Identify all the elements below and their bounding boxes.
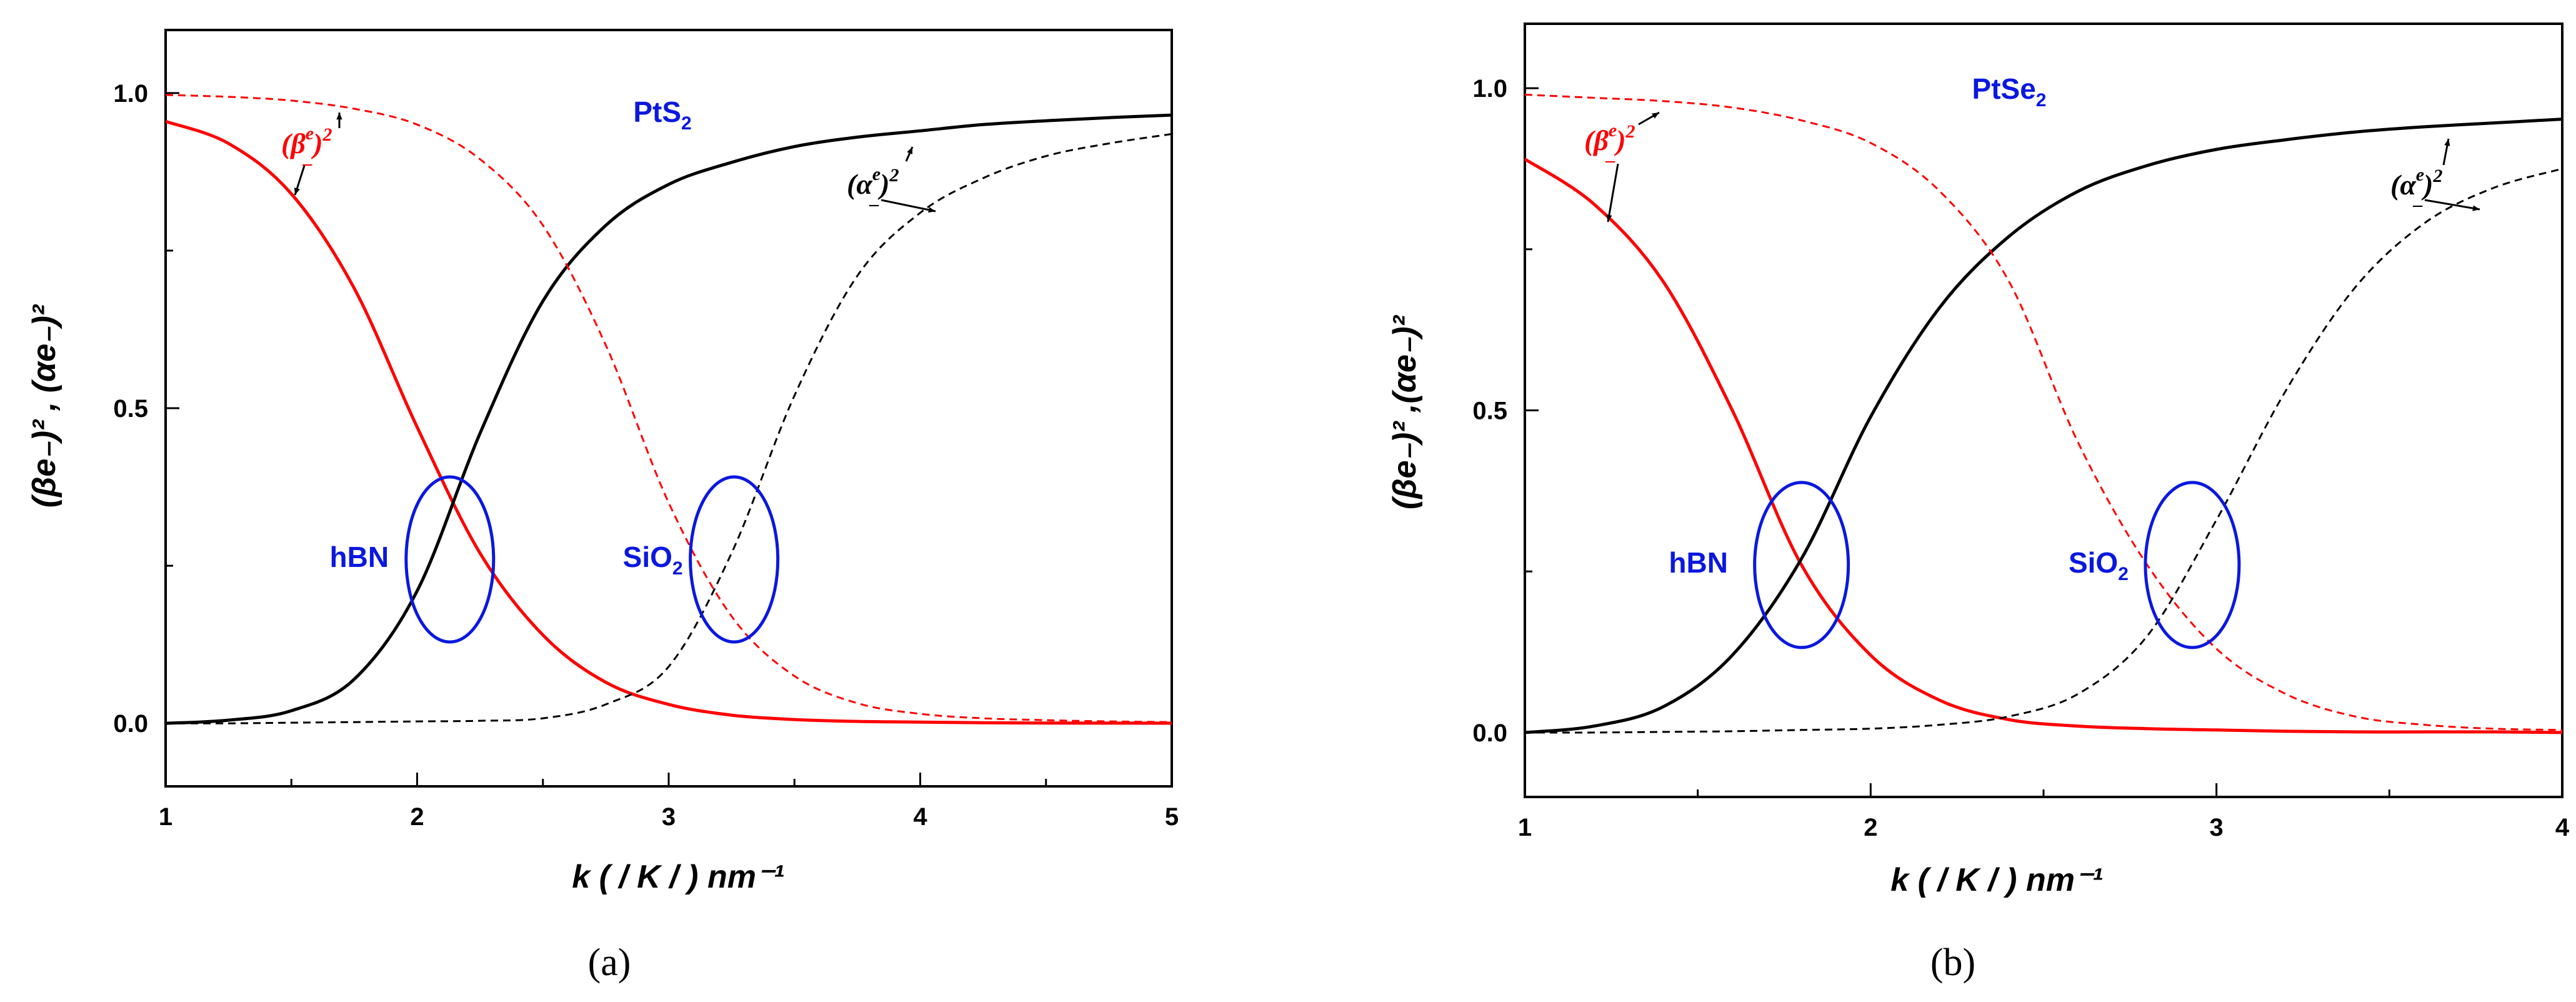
panel-b-ellipse-label-hbn: hBN bbox=[1669, 546, 1728, 579]
panel-a-annotation-beta: (βe _)2 bbox=[281, 123, 332, 168]
panel-a-plot-area: 1 2 3 4 5 0.0 0.5 1.0 PtS2 hBN SiO2 (βe _)2 (αe _)2 bbox=[113, 29, 1179, 831]
panel-b-ellipse-sio2 bbox=[2144, 481, 2241, 649]
panel-b-annotation-beta: (βe _)2 bbox=[1584, 120, 1635, 164]
panel-a-ellipse-label-sio2: SiO2 bbox=[623, 541, 683, 579]
panel-b-y-tick-label: 0.0 bbox=[1472, 719, 1507, 747]
panel-a-y-tick-label: 0.0 bbox=[113, 710, 148, 738]
panel-b-annotation-alpha: (αe _)2 bbox=[2390, 164, 2442, 209]
panel-a-annotation-arrowhead bbox=[907, 147, 912, 154]
panel-b-ylabel: (βe₋)² ,(αe₋)² bbox=[1387, 314, 1423, 509]
panel-b-ellipse-hbn bbox=[1753, 481, 1850, 649]
panel-b-title: PtSe2 bbox=[1972, 73, 2047, 111]
panel-b-plot-area: 1 2 3 4 0.0 0.5 1.0 PtSe2 hBN SiO2 (βe _)2 (αe _)2 bbox=[1472, 23, 2570, 841]
panel-a-series-0-line bbox=[166, 119, 1172, 725]
panel-a-annotation-arrowhead bbox=[294, 188, 300, 195]
panel-b-annotation-arrowhead bbox=[2444, 139, 2450, 146]
panel-b-ellipse-label-sio2: SiO2 bbox=[2069, 546, 2129, 584]
panel-a-ellipse-hbn bbox=[404, 475, 496, 644]
panel-b-series-3-line bbox=[1525, 168, 2562, 734]
panel-a: (βe₋)² , (αe₋)² 1 2 3 4 5 0.0 0.5 1.0 PtS2 hBN SiO… bbox=[26, 29, 1179, 984]
panel-b-annotation-arrowhead bbox=[2472, 205, 2480, 211]
panel-b-x-tick-label: 2 bbox=[1864, 814, 1877, 841]
panel-b-annotation-arrow bbox=[2424, 199, 2480, 211]
panel-b-series-2-line bbox=[1525, 93, 2562, 731]
panel-a-annotation-arrow bbox=[881, 199, 936, 213]
panel-a-annotation-alpha: (αe _)2 bbox=[847, 164, 899, 208]
panel-a-series-3-line bbox=[166, 133, 1172, 724]
panel-a-x-tick-label: 1 bbox=[159, 803, 172, 831]
panel-a-x-tick-label: 4 bbox=[913, 803, 927, 831]
panel-b-label: (b) bbox=[1930, 941, 1975, 984]
panel-a-ylabel: (βe₋)² , (αe₋)² bbox=[26, 304, 62, 508]
panel-b-x-tick-label: 1 bbox=[1518, 814, 1532, 841]
panel-b-x-tick-label: 3 bbox=[2210, 814, 2224, 841]
panel-b-annotation-arrowhead bbox=[1606, 214, 1612, 222]
panel-a-series-2-line bbox=[166, 94, 1172, 723]
panel-a-y-tick-label: 0.5 bbox=[113, 395, 148, 423]
panel-a-title: PtS2 bbox=[633, 96, 691, 134]
panel-b-y-tick-label: 1.0 bbox=[1472, 75, 1507, 103]
panel-a-series-1-line bbox=[166, 113, 1172, 725]
panel-a-ellipse-sio2 bbox=[689, 475, 780, 644]
panel-b: (βe₋)² ,(αe₋)² 1 2 3 4 0.0 0.5 1.0 PtSe2 hBN SiO2… bbox=[1387, 23, 2570, 984]
panel-a-xlabel: k ( / K / ) nm⁻¹ bbox=[572, 859, 784, 895]
panel-b-axes-frame bbox=[1524, 23, 2564, 798]
panel-b-y-tick-label: 0.5 bbox=[1472, 398, 1507, 425]
panel-b-xlabel: k ( / K / ) nm⁻¹ bbox=[1890, 862, 2102, 898]
panel-b-series-0-line bbox=[1525, 158, 2562, 734]
panel-a-x-tick-label: 3 bbox=[662, 803, 676, 831]
panel-a-ellipse-label-hbn: hBN bbox=[330, 541, 389, 573]
panel-a-y-tick-label: 1.0 bbox=[113, 80, 148, 108]
panel-a-label: (a) bbox=[588, 941, 631, 984]
panel-a-x-tick-label: 5 bbox=[1165, 803, 1179, 831]
panel-a-annotation-arrowhead bbox=[336, 113, 342, 120]
panel-a-x-tick-label: 2 bbox=[410, 803, 424, 831]
panel-b-series-1-line bbox=[1525, 118, 2562, 734]
panel-b-x-tick-label: 4 bbox=[2555, 814, 2570, 841]
panel-b-annotation-arrow bbox=[1607, 163, 1619, 223]
panel-b-annotation-arrowhead bbox=[1652, 113, 1659, 119]
panel-a-annotation-arrowhead bbox=[928, 207, 936, 213]
